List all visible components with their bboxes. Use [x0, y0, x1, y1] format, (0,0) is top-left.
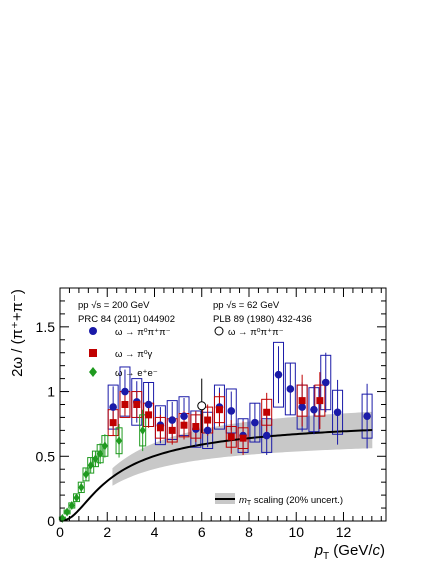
series-1-point-21 [363, 412, 371, 420]
legend-curve: mT scaling (20% uncert.) [215, 493, 343, 507]
series-3-point-8 [92, 454, 99, 464]
series-1-point-7 [180, 412, 188, 420]
series-1-point-20 [333, 408, 342, 417]
legend-left-line1: pp √s = 200 GeV [78, 300, 150, 311]
mt-scaling-curve [60, 429, 373, 522]
series-2-point-10 [215, 406, 223, 414]
x-tick-label: 2 [103, 524, 111, 540]
y-tick-label: 1.5 [36, 319, 56, 335]
series-3-point-7 [87, 460, 94, 470]
legend-square-marker [89, 349, 97, 357]
series-2-point-4 [145, 411, 153, 419]
series-2-point-13 [263, 408, 271, 416]
series-2-point-1 [109, 419, 117, 427]
legend-curve-label-sub: T [247, 500, 252, 507]
y-tick-label: 0 [47, 513, 55, 529]
x-tick-label: 6 [198, 524, 206, 540]
x-tick-label: 10 [288, 524, 304, 540]
series-4-point-1 [197, 401, 207, 411]
legend-series3-label: ω → e⁺e⁻ [115, 368, 158, 379]
series-3-point-5 [78, 482, 85, 492]
legend-curve-label: mT scaling (20% uncert.) [239, 495, 343, 507]
series-2-point-5 [156, 424, 164, 432]
series-2-point-14 [298, 397, 306, 405]
series-1-point-13 [251, 418, 259, 427]
series-1-point-9 [203, 426, 212, 435]
series-1-point-18 [310, 405, 318, 414]
series-3-point-3 [68, 500, 75, 510]
series-2-point-9 [204, 416, 212, 424]
legend-left-line2: PRC 84 (2011) 044902 [78, 314, 175, 325]
data-markers [59, 370, 371, 523]
x-tick-label: 8 [245, 524, 253, 540]
legend-series1-label: ω → π⁰π⁺π⁻ [115, 327, 171, 338]
series-1-point-14 [262, 431, 271, 440]
series-3-point-12 [139, 425, 146, 435]
series-3-point-4 [73, 493, 80, 503]
series-1-point-4 [144, 400, 153, 409]
series-1-point-6 [168, 416, 177, 424]
legend-left: pp √s = 200 GeV PRC 84 (2011) 044902 ω →… [78, 300, 175, 379]
series-2-point-8 [192, 423, 200, 431]
series-2-point-7 [180, 421, 188, 429]
series-3-point-11 [116, 436, 123, 446]
series-1-point-15 [274, 370, 283, 379]
series-1-point-11 [227, 407, 236, 415]
legend-diamond-marker [89, 367, 97, 377]
y-axis: 0 0.5 1 1.5 [36, 287, 386, 529]
series-2-point-2 [121, 401, 129, 408]
series-2-point-15 [316, 397, 324, 405]
series-2-point-12 [239, 434, 247, 442]
series-1-point-16 [286, 385, 295, 393]
legend-right-line1: pp √s = 62 GeV [213, 300, 280, 311]
legend-open-circle-marker [214, 326, 224, 336]
y-axis-label: 2ω / (π⁺+π⁻) [9, 289, 26, 377]
legend-right-line2: PLB 89 (1980) 432-436 [213, 314, 312, 325]
legend-curve-label-suffix: scaling (20% uncert.) [251, 495, 343, 506]
legend-series2-label: ω → π⁰γ [115, 349, 153, 360]
x-tick-label: 4 [151, 524, 159, 540]
legend-curve-label-prefix: m [239, 495, 247, 506]
legend-circle-marker [89, 327, 97, 335]
x-axis: 0 2 4 6 8 10 12 [56, 288, 382, 540]
series-1-point-15-sys-box [273, 341, 285, 408]
series-1-point-2 [121, 387, 129, 396]
series-3-point-6 [82, 469, 89, 479]
series-1-point-17 [298, 403, 306, 411]
legend-right: pp √s = 62 GeV PLB 89 (1980) 432-436 ω →… [213, 300, 312, 338]
series-1-point-1 [109, 403, 117, 411]
x-axis-label: pT (GeV/c) [314, 542, 385, 562]
series-2-point-3 [133, 401, 141, 408]
series-3-point-9 [97, 449, 104, 459]
series-3-point-10 [101, 441, 108, 451]
series-3-point-2 [64, 507, 71, 517]
series-1-point-19 [321, 378, 330, 387]
series-2-point-6 [168, 426, 176, 434]
x-tick-label: 12 [336, 524, 352, 540]
legend-series4-label: ω → π⁰π⁺π⁻ [228, 327, 284, 338]
y-tick-label: 0.5 [36, 448, 56, 464]
y-tick-label: 1 [47, 384, 55, 400]
curve-line [60, 429, 373, 522]
x-tick-label: 0 [56, 524, 64, 540]
series-2-point-11 [227, 433, 235, 441]
